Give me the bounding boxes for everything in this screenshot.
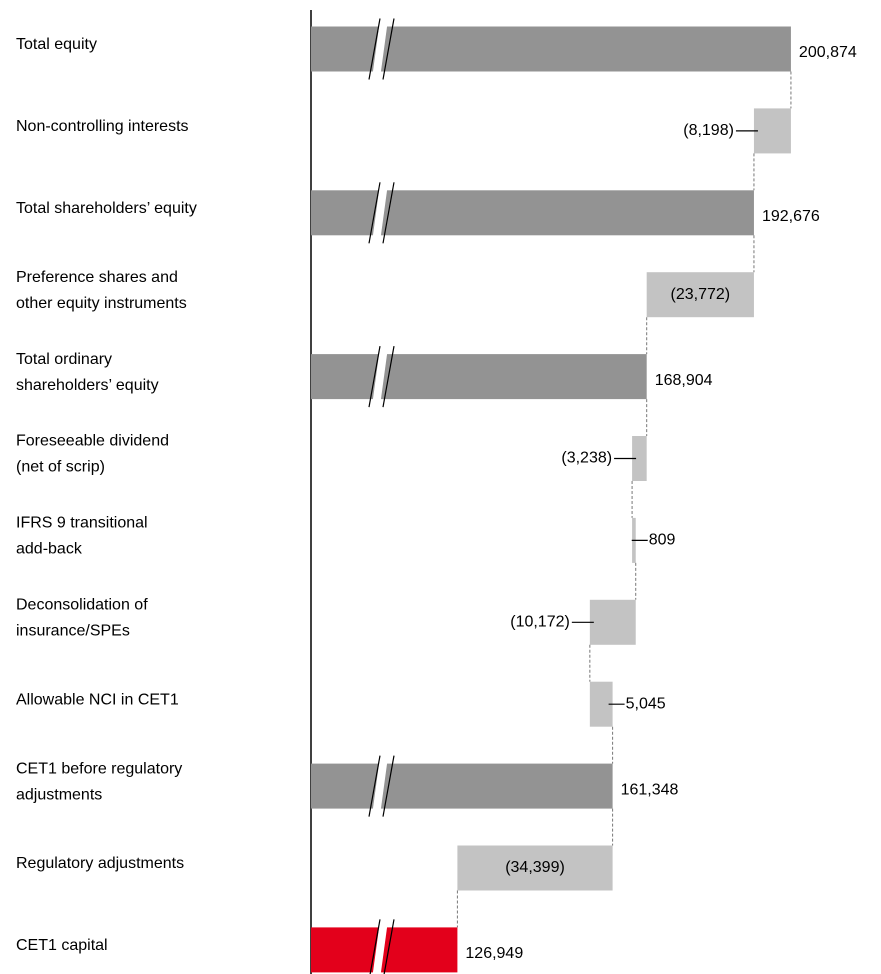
axis-break [372,183,388,243]
category-label: Non-controlling interests [16,118,189,135]
value-label: 126,949 [465,945,523,962]
bar [589,599,636,645]
axis-break [368,182,381,244]
category-label: Preference shares and [16,269,178,286]
category-label: Foreseeable dividend [16,433,169,450]
category-label: Total equity [16,36,97,53]
category-label: (net of scrip) [16,459,105,476]
value-label: 809 [649,532,676,549]
axis-break [372,347,388,407]
category-label: adjustments [16,786,102,803]
value-label: 200,874 [799,44,857,61]
axis-break [369,919,381,974]
bar [311,354,647,400]
axis-break [382,345,395,408]
axis-break [372,920,388,974]
category-label: add-back [16,541,83,558]
bar [311,763,613,809]
value-label: (10,172) [510,614,570,631]
category-label: IFRS 9 transitional [16,515,148,532]
bar [753,108,791,154]
axis-break [382,18,395,80]
category-label: shareholders’ equity [16,377,159,394]
axis-break [368,755,381,817]
category-label: Allowable NCI in CET1 [16,691,179,708]
value-label: 161,348 [621,781,679,798]
value-label: (23,772) [671,286,731,303]
axis-break [382,182,395,244]
category-label: other equity instruments [16,295,187,312]
axis-break [368,18,381,80]
axis-break [382,755,395,817]
value-label: (8,198) [683,122,734,139]
value-label: 5,045 [626,695,666,712]
category-label: Total shareholders’ equity [16,200,197,217]
bar [457,845,613,891]
axis-break [372,756,388,816]
category-label: CET1 capital [16,937,108,954]
category-label: insurance/SPEs [16,623,130,640]
category-label: Deconsolidation of [16,597,148,614]
axis-break [372,19,388,79]
category-label: CET1 before regulatory [16,760,182,777]
value-label: 168,904 [655,372,713,389]
bar [646,272,754,318]
value-label: 192,676 [762,208,820,225]
value-label: (3,238) [561,450,612,467]
value-label: (34,399) [505,859,565,876]
bar [589,681,613,727]
bar [632,436,647,481]
axis-break [383,919,395,974]
category-label: Total ordinary [16,351,112,368]
category-label: Regulatory adjustments [16,855,184,872]
axis-break [368,345,381,408]
